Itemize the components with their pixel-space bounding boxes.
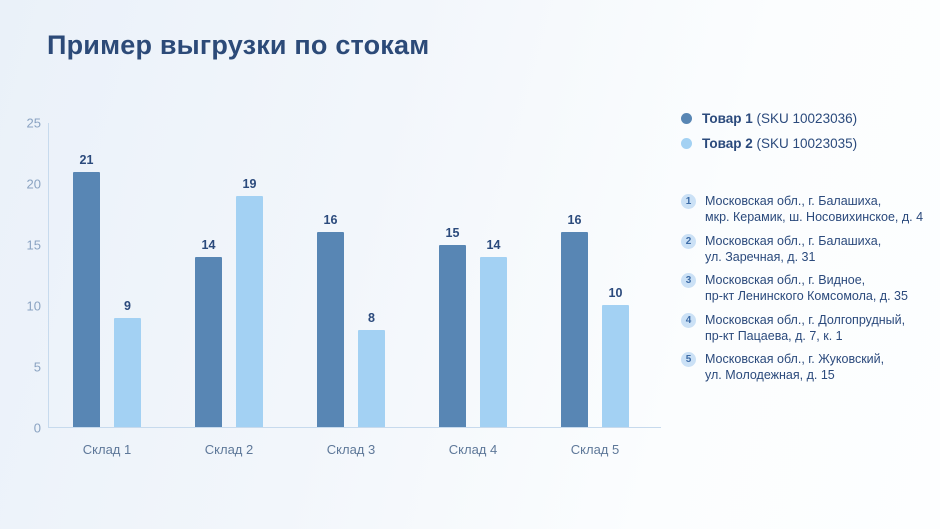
bar-series-1: 21 — [73, 153, 100, 427]
bar-group: 16 10 — [561, 123, 629, 427]
x-axis: Склад 1 Склад 2 Склад 3 Склад 4 Склад 5 — [49, 442, 661, 457]
bar-chart: 0 5 10 15 20 25 21 9 14 19 16 8 15 14 16 10 Склад 1 Скл… — [16, 117, 661, 457]
bar-value-label: 10 — [608, 286, 623, 301]
legend-color-dot — [681, 112, 692, 124]
warehouse-address-text: Московская обл., г. Долгопрудный, пр-кт П… — [705, 312, 905, 345]
y-axis-tick-label: 10 — [26, 298, 41, 314]
warehouse-address-text: Московская обл., г. Балашиха, мкр. Керами… — [705, 193, 923, 226]
chart-legend: Товар 1 (SKU 10023036) Товар 2 (SKU 10023… — [681, 109, 857, 159]
plot-row: 0 5 10 15 20 25 21 9 14 19 16 8 15 14 16 10 — [16, 117, 661, 435]
bar-value-label: 9 — [124, 298, 131, 313]
address-line-1: Московская обл., г. Балашиха, — [705, 233, 882, 248]
warehouse-address-text: Московская обл., г. Жуковский, ул. Молоде… — [705, 351, 884, 384]
address-line-2: пр-кт Пацаева, д. 7, к. 1 — [705, 328, 843, 343]
bar-group: 15 14 — [439, 123, 507, 427]
warehouse-address-item: 2 Московская обл., г. Балашиха, ул. Заречн… — [681, 233, 923, 266]
warehouse-address-text: Московская обл., г. Видное, пр-кт Ленинск… — [705, 272, 908, 305]
y-axis: 0 5 10 15 20 25 — [16, 117, 48, 435]
legend-item: Товар 1 (SKU 10023036) — [681, 109, 857, 127]
bar-series-1: 14 — [195, 238, 222, 427]
x-axis-category-label: Склад 4 — [448, 442, 498, 457]
warehouse-address-item: 5 Московская обл., г. Жуковский, ул. Молод… — [681, 351, 923, 384]
x-axis-category-label: Склад 1 — [82, 442, 132, 457]
bar-group: 16 8 — [317, 123, 385, 427]
y-axis-tick-label: 0 — [33, 420, 41, 436]
x-axis-category-label: Склад 3 — [326, 442, 376, 457]
warehouse-address-item: 4 Московская обл., г. Долгопрудный, пр-кт … — [681, 312, 923, 345]
plot-area: 21 9 14 19 16 8 15 14 16 10 — [48, 123, 661, 428]
address-line-2: ул. Заречная, д. 31 — [705, 249, 816, 264]
warehouse-address-text: Московская обл., г. Балашиха, ул. Заречна… — [705, 233, 881, 266]
legend-product-name: Товар 2 — [702, 135, 757, 151]
bar-series-1: 16 — [561, 213, 588, 427]
bar-series-2: 9 — [114, 299, 141, 427]
bar-group: 21 9 — [73, 123, 141, 427]
bar-series-1: 15 — [439, 226, 466, 427]
bar-group: 14 19 — [195, 123, 263, 427]
address-line-1: Московская обл., г. Балашиха, — [705, 194, 882, 208]
address-line-1: Московская обл., г. Жуковский, — [705, 352, 885, 366]
bar-series-2: 8 — [358, 311, 385, 427]
warehouse-number-badge: 4 — [681, 312, 696, 328]
address-line-2: пр-кт Ленинского Комсомола, д. 35 — [705, 289, 908, 304]
warehouse-number-badge: 2 — [681, 233, 696, 249]
legend-product-name: Товар 1 — [702, 110, 757, 126]
bar-value-label: 16 — [323, 213, 338, 228]
bar-value-label: 19 — [242, 176, 257, 191]
bar-series-1: 16 — [317, 213, 344, 427]
bar-value-label: 14 — [201, 237, 216, 252]
legend-color-dot — [681, 137, 692, 149]
warehouse-address-item: 1 Московская обл., г. Балашиха, мкр. Керам… — [681, 193, 923, 226]
legend-sku: (SKU 10023035) — [756, 135, 858, 151]
address-line-1: Московская обл., г. Долгопрудный, — [705, 312, 906, 327]
bar-series-2: 14 — [480, 238, 507, 427]
bar-value-label: 14 — [486, 237, 501, 252]
bar-series-2: 19 — [236, 177, 263, 427]
legend-item: Товар 2 (SKU 10023035) — [681, 134, 857, 152]
bar-series-2: 10 — [602, 286, 629, 427]
y-axis-tick-label: 5 — [33, 359, 41, 375]
y-axis-tick-label: 15 — [26, 237, 41, 253]
y-axis-tick-label: 25 — [26, 115, 41, 131]
bar-value-label: 8 — [368, 310, 375, 325]
x-axis-category-label: Склад 5 — [570, 442, 620, 457]
page-title: Пример выгрузки по стокам — [47, 30, 430, 60]
warehouse-number-badge: 5 — [681, 352, 696, 367]
bar-value-label: 16 — [567, 213, 582, 228]
legend-label: Товар 1 (SKU 10023036) — [702, 111, 857, 126]
y-axis-tick-label: 20 — [26, 176, 41, 192]
address-line-2: мкр. Керамик, ш. Носовихинское, д. 4 — [705, 210, 924, 225]
address-line-2: ул. Молодежная, д. 15 — [705, 368, 835, 383]
warehouse-number-badge: 1 — [681, 194, 696, 209]
legend-label: Товар 2 (SKU 10023035) — [702, 136, 857, 151]
bar-value-label: 15 — [445, 225, 460, 240]
bar-value-label: 21 — [79, 152, 94, 167]
legend-sku: (SKU 10023036) — [756, 110, 858, 126]
warehouse-address-list: 1 Московская обл., г. Балашиха, мкр. Керам… — [681, 193, 923, 391]
address-line-1: Московская обл., г. Видное, — [705, 273, 866, 287]
x-axis-category-label: Склад 2 — [204, 442, 254, 457]
warehouse-address-item: 3 Московская обл., г. Видное, пр-кт Ленинс… — [681, 272, 923, 305]
warehouse-number-badge: 3 — [681, 273, 696, 288]
